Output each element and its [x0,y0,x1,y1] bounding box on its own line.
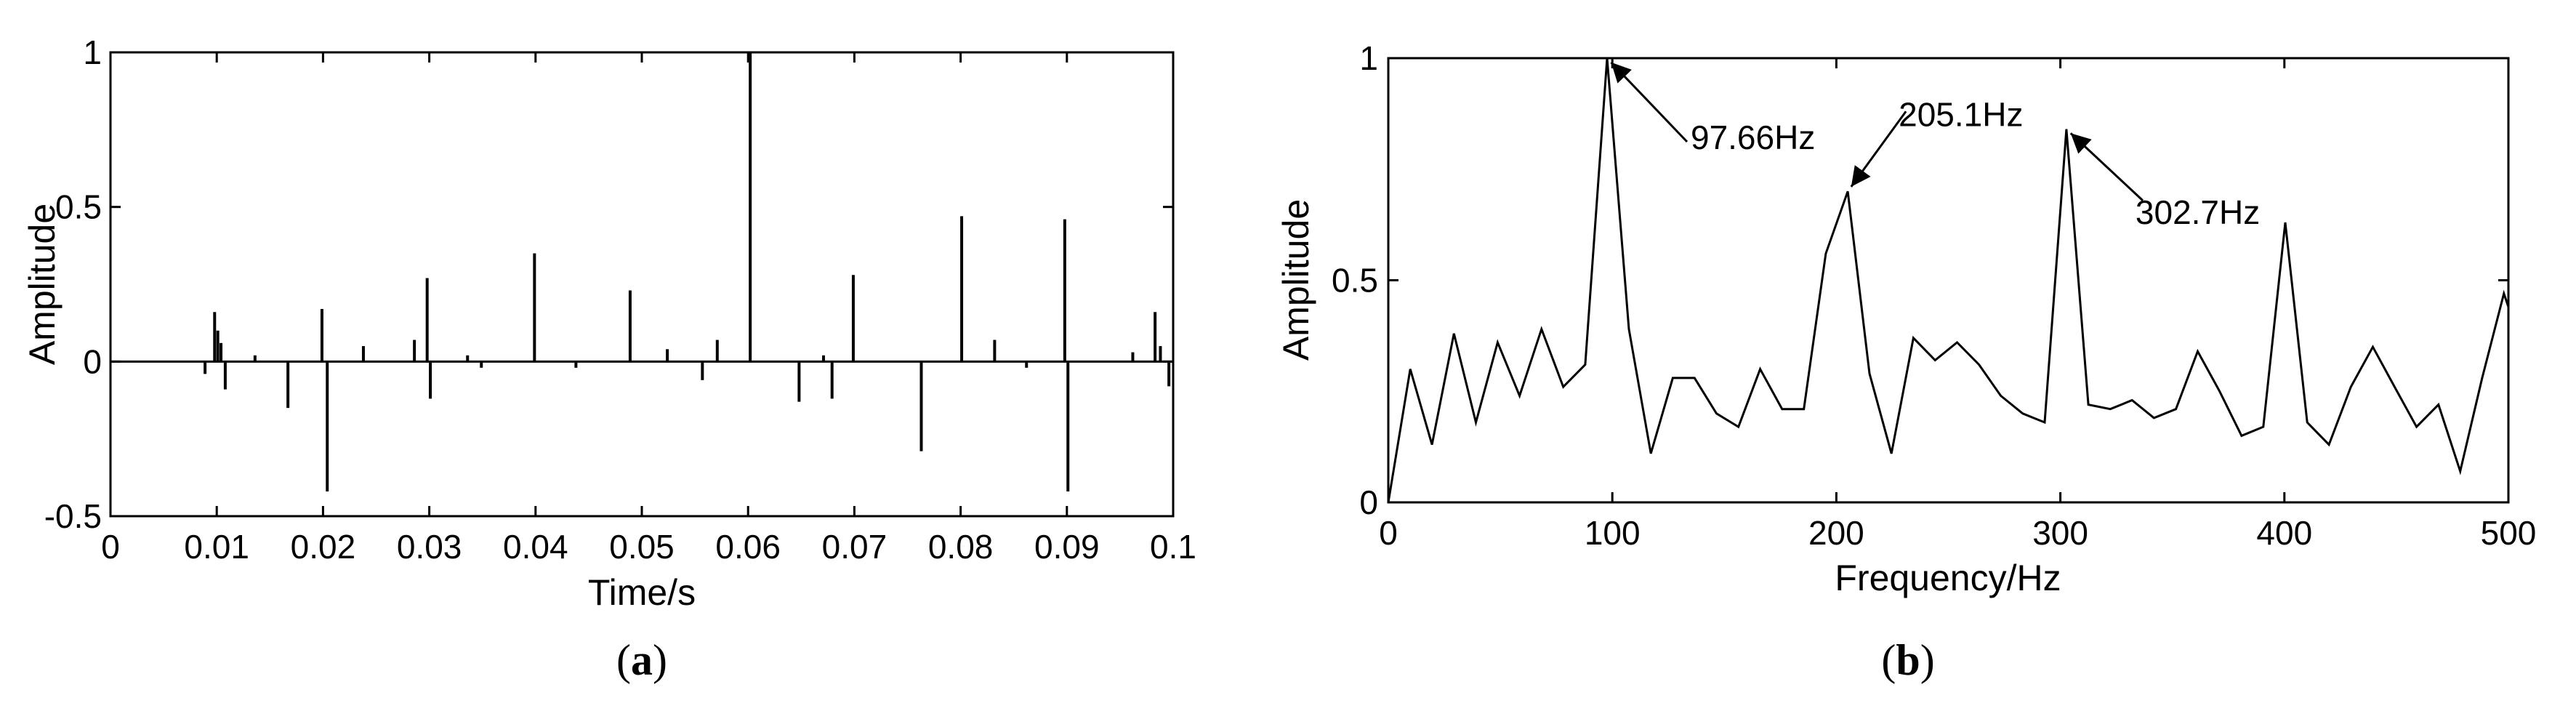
chart-a-xlabel: Time/s [588,572,696,613]
chart-a-xtick-label: 0.08 [928,528,994,566]
chart-b-point [2328,444,2330,446]
chart-a-ytick-label: -0.5 [44,497,102,535]
caption-b: (b) [1881,636,1934,684]
chart-b-annotation-arrow [2069,132,2144,201]
chart-b-point [2372,346,2374,348]
chart-a-ytick-label: 0.5 [55,188,102,226]
chart-b-annotation-arrow [1610,61,1689,143]
chart-b-ytick-label: 1 [1359,39,1378,77]
chart-b-xtick-label: 400 [2256,514,2312,552]
chart-b-point [1431,444,1433,446]
chart-b: 0 100 200 300 400 500 0 0.5 1 97.66Hz 205.1Hz 302.… [1276,39,2536,684]
chart-b-point [2438,404,2439,406]
chart-a: 0 0.01 0.02 0.03 0.04 0.05 0.06 0.07 0.08 0.09 0.1… [22,33,1196,684]
chart-b-xtick-label: 300 [2032,514,2088,552]
chart-a-xtick-label: 0 [101,528,120,566]
chart-b-xtick-label: 0 [1379,514,1398,552]
chart-b-xtick-label: 100 [1585,514,1641,552]
caption-b-letter: b [1896,636,1920,684]
chart-b-point [2022,413,2024,414]
chart-b-point [2503,293,2505,294]
chart-b-point [1716,413,1718,414]
chart-b-annotation-arrow [1850,111,1907,188]
chart-a-xtick-label: 0.04 [503,528,568,566]
chart-b-point [2241,435,2242,436]
caption-a: (a) [616,636,667,684]
chart-b-point [1869,373,1870,374]
chart-b-annotation-label: 205.1Hz [1899,95,2023,133]
chart-b-annotation-label: 97.66Hz [1691,118,1815,156]
chart-a-xtick-label: 0.05 [609,528,675,566]
chart-a-plot-area [109,51,1175,518]
chart-a-xtick-label: 0.06 [715,528,781,566]
chart-b-point [2219,390,2221,392]
chart-a-ytick-label: 1 [83,33,102,71]
chart-b-point [1519,395,1521,396]
chart-b-ylabel: Amplitude [1276,199,1316,361]
chart-b-point [1606,57,1608,59]
chart-a-frame [109,51,1175,518]
caption-a-close: ) [653,636,667,684]
chart-b-point [1825,253,1827,254]
chart-b-point [2508,306,2509,308]
chart-b-point [2306,422,2308,423]
chart-b-xtick-label: 500 [2481,514,2537,552]
chart-b-point [1912,337,1914,339]
caption-b-close: ) [1920,636,1935,684]
chart-b-point [1388,502,1389,503]
caption-a-open: ( [616,636,631,684]
chart-b-point [2000,395,2002,396]
chart-a-xtick-label: 0.03 [397,528,462,566]
chart-a-xtick-label: 0.09 [1034,528,1100,566]
chart-a-xtick-label: 0.07 [822,528,887,566]
chart-b-point [2131,399,2133,401]
chart-b-ytick-label: 0.5 [1332,262,1378,300]
chart-b-point [1694,377,1695,379]
chart-b-point [2285,222,2286,223]
caption-a-letter: a [631,636,653,684]
chart-b-point [1934,359,1936,361]
caption-b-open: ( [1881,636,1896,684]
chart-b-point [2197,350,2199,352]
chart-a-ylabel: Amplitude [22,204,63,365]
chart-a-xtick-label: 0.02 [291,528,356,566]
chart-a-xtick-label: 0.01 [184,528,249,566]
chart-b-xtick-label: 200 [1808,514,1864,552]
chart-b-point [1497,342,1498,343]
chart-b-point [2088,404,2089,406]
chart-b-annotation-label: 302.7Hz [2136,193,2260,231]
chart-b-xlabel: Frequency/Hz [1835,558,2061,598]
chart-b-ytick-label: 0 [1359,483,1378,521]
chart-a-ytick-label: 0 [83,342,102,380]
chart-b-point [1891,453,1892,454]
chart-a-xtick-label: 0.1 [1150,528,1196,566]
